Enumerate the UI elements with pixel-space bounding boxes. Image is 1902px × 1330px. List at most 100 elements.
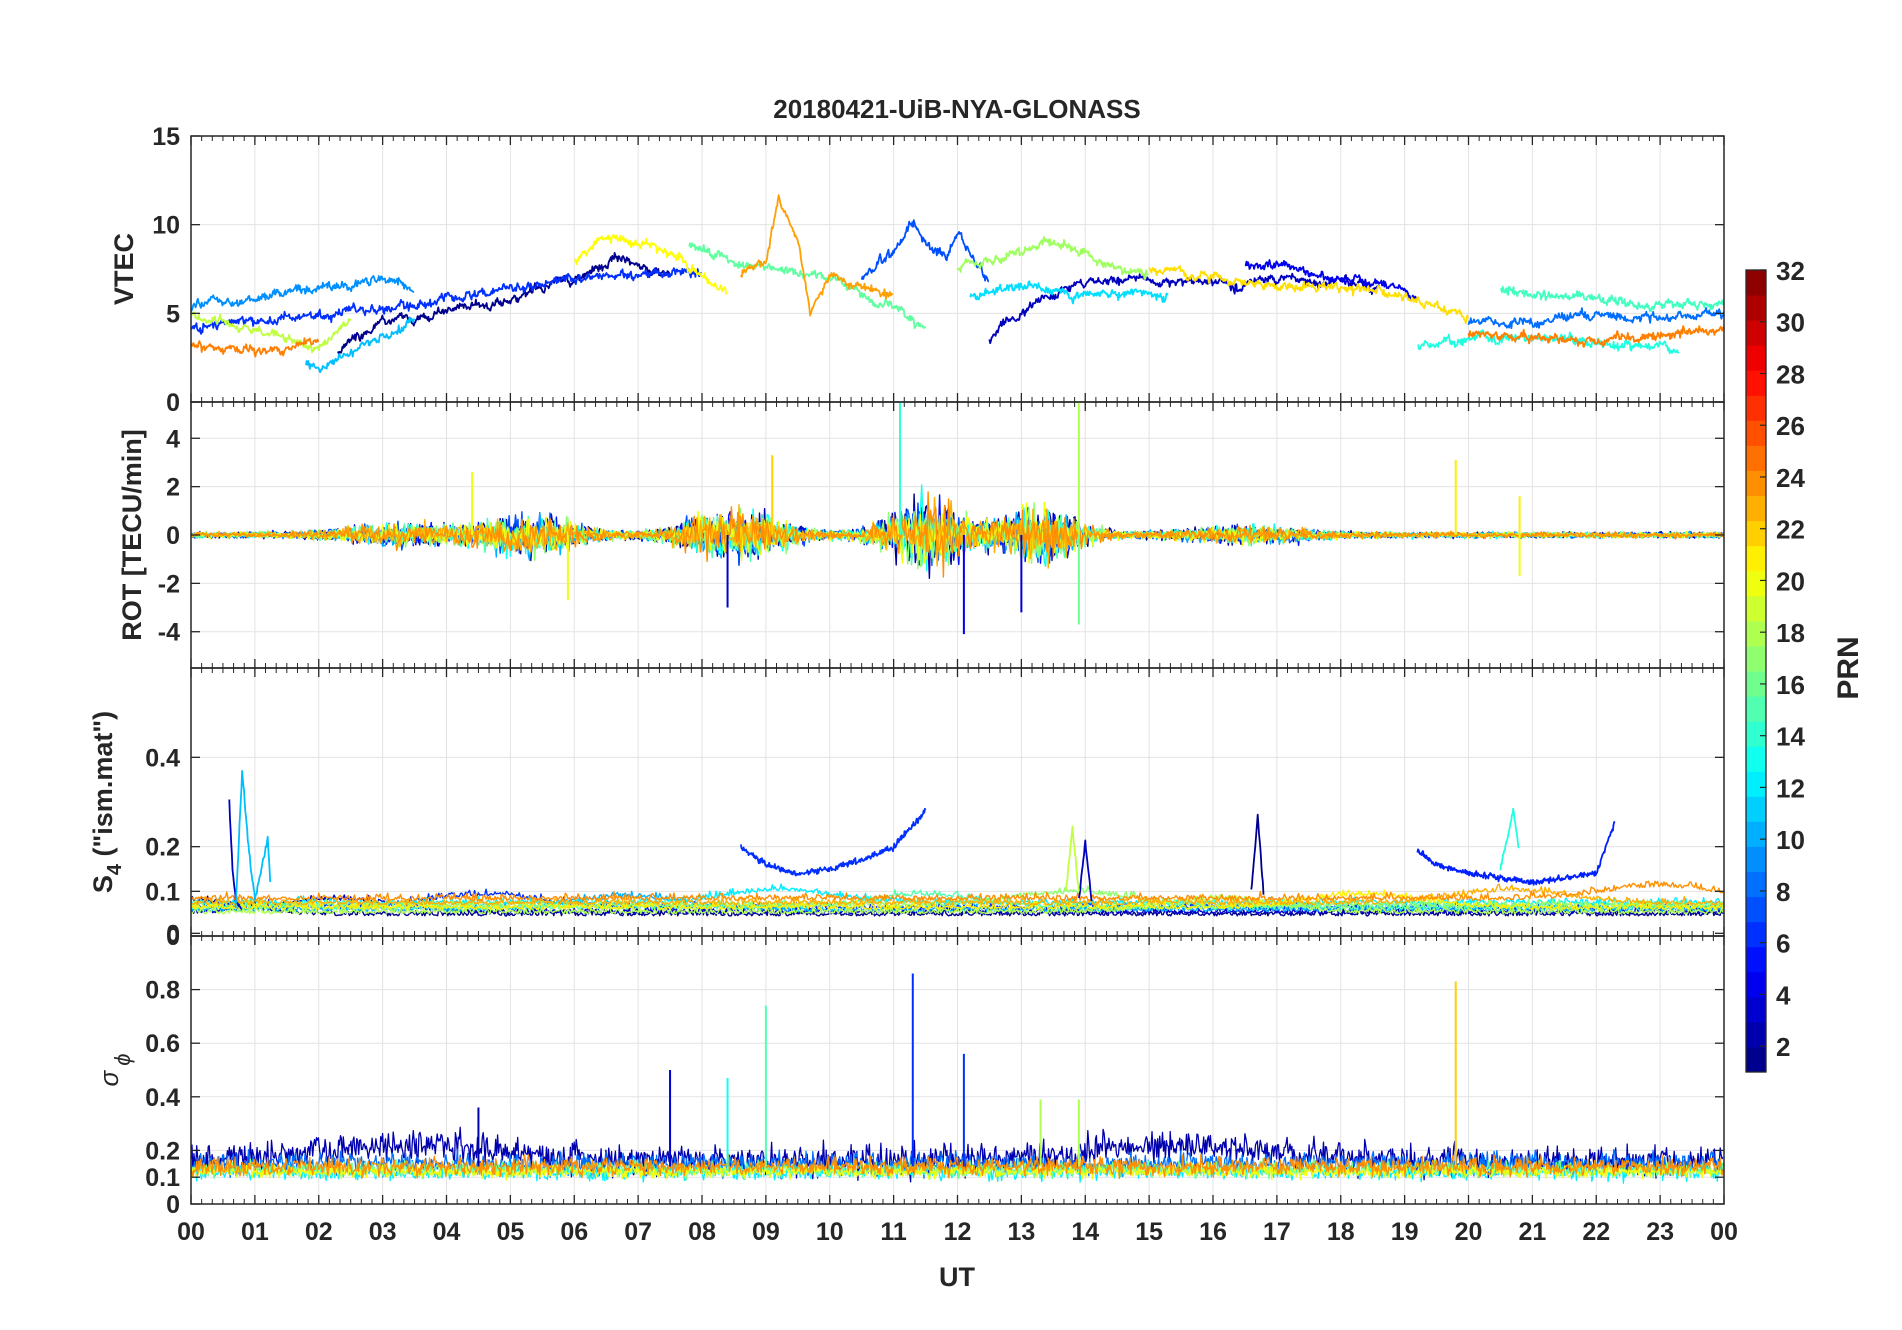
vtec-series-prn-7: [1467, 306, 1724, 330]
ylabel-s4-main: S: [88, 875, 118, 893]
chart-title: 20180421-UiB-NYA-GLONASS: [773, 94, 1141, 124]
vtec-series-prn-3: [1244, 259, 1418, 302]
x-tick-label: 14: [1071, 1218, 1099, 1246]
colorbar-cell: [1746, 971, 1766, 998]
x-tick-label: 16: [1199, 1218, 1227, 1246]
vtec-series-prn-14: [1499, 285, 1724, 312]
colorbar-cell: [1746, 370, 1766, 396]
panel-rot: -4 -2 0 2 4 ROT [TECU/min]: [117, 401, 1725, 669]
y-tick-label: 0.1: [145, 878, 180, 906]
x-tick-label: 21: [1518, 1218, 1546, 1246]
s4-series-prn-23: [191, 883, 1724, 906]
colorbar-tick-label: 30: [1776, 308, 1805, 338]
s4-feature-prn-1: [1250, 813, 1265, 895]
colorbar-cell: [1746, 1046, 1766, 1073]
vtec-series-prn-13: [1417, 329, 1680, 355]
x-tick-labels: 00 01 02 03 04 05 06 07 08 09 10 11 12 13 14 15 16 17 18 19…: [177, 1218, 1738, 1246]
x-tick-label: 08: [688, 1218, 716, 1246]
x-axis-label: UT: [939, 1262, 975, 1292]
y-tick-label: 0: [166, 923, 180, 951]
x-tick-label: 22: [1582, 1218, 1610, 1246]
y-tick-label: 0.8: [145, 977, 180, 1005]
colorbar-cell: [1746, 470, 1766, 497]
colorbar-tick-label: 6: [1776, 929, 1790, 959]
ylabel-s4: S4 ("ism.mat"): [88, 711, 126, 893]
s4-feature-prn-4: [1416, 820, 1616, 886]
colorbar-tick-label: 16: [1776, 670, 1805, 700]
colorbar-cell: [1746, 871, 1766, 898]
sigma-series-prn-24: [191, 1153, 1724, 1180]
vtec-series-prn-21: [1148, 265, 1469, 325]
colorbar-cell: [1746, 345, 1766, 371]
y-tick-label: 0.4: [145, 744, 180, 772]
colorbar-cell: [1746, 495, 1766, 522]
colorbar-cell: [1746, 696, 1766, 722]
vtec-series-prn-20: [574, 234, 728, 295]
x-tick-label: 10: [816, 1218, 844, 1246]
x-tick-label: 00: [177, 1218, 205, 1246]
ylabel-s4-rest: ("ism.mat"): [88, 711, 118, 864]
x-tick-label: 07: [624, 1218, 652, 1246]
colorbar-tick-label: 2: [1776, 1032, 1790, 1062]
vtec-series-prn-5: [191, 267, 703, 335]
colorbar-cell: [1746, 570, 1766, 597]
y-tick-label: 15: [152, 123, 180, 151]
panel-vtec: 0 5 10 15 VTEC: [109, 123, 1725, 417]
colorbar-cell: [1746, 320, 1766, 346]
colorbar-cell: [1746, 270, 1766, 296]
colorbar-tick-label: 12: [1776, 773, 1805, 803]
x-tick-label: 19: [1391, 1218, 1419, 1246]
y-tick-label: 0: [166, 1191, 180, 1219]
s4-series-prn-24: [191, 880, 1724, 901]
colorbar-frame: [1745, 269, 1767, 1073]
vtec-series-prn-6: [860, 219, 990, 283]
y-tick-label: 0: [166, 389, 180, 417]
ylabel-sigma-main: σ: [94, 1069, 124, 1086]
ylabel-sigma-phi: σϕ: [94, 1054, 135, 1087]
rot-series-prn-17: [191, 502, 1724, 570]
vtec-series-prn-15: [688, 242, 927, 330]
vtec-series-prn-18: [191, 311, 352, 354]
vtec-series-prn-8: [191, 275, 415, 312]
colorbar-tick-label: 32: [1776, 256, 1805, 286]
y-tick-label: 2: [166, 474, 180, 502]
colorbar-cell: [1746, 520, 1766, 547]
x-tick-label: 15: [1135, 1218, 1163, 1246]
colorbar-cell: [1746, 771, 1766, 797]
y-tick-label: 0.2: [145, 834, 180, 862]
colorbar-tick-label: 4: [1776, 980, 1791, 1010]
colorbar-cell: [1746, 1021, 1766, 1048]
colorbar-cell: [1746, 595, 1766, 622]
y-tick-label: 0: [166, 522, 180, 550]
colorbar-cell: [1746, 620, 1766, 647]
ylabel-rot: ROT [TECU/min]: [117, 429, 147, 640]
x-tick-label: 02: [305, 1218, 333, 1246]
x-tick-label: 11: [880, 1218, 907, 1246]
s4-feature-prn-18: [1065, 825, 1080, 892]
y-tick-label: 0.1: [145, 1164, 180, 1192]
colorbar-tick-label: 10: [1776, 825, 1805, 855]
s4-feature-prn-10: [234, 770, 272, 908]
colorbar-cell: [1746, 946, 1766, 973]
y-tick-label: 5: [166, 300, 180, 328]
colorbar-tick-label: 14: [1776, 722, 1805, 752]
colorbar-tick-label: 24: [1776, 463, 1805, 493]
colorbar-cell: [1746, 395, 1766, 421]
colorbar-label: PRN: [1832, 636, 1865, 699]
x-tick-label: 01: [241, 1218, 269, 1246]
y-tick-label: 0: [166, 920, 180, 948]
s4-feature-prn-5: [740, 807, 927, 877]
panel-sigma-phi: 00.10.2 0.4 0.6 0.8 σϕ: [94, 935, 1725, 1219]
y-tick-label: -2: [158, 570, 180, 598]
x-tick-label: 18: [1327, 1218, 1355, 1246]
vtec-series-prn-17: [956, 236, 1149, 280]
colorbar-cell: [1746, 996, 1766, 1023]
x-tick-label: 06: [560, 1218, 588, 1246]
colorbar-cell: [1746, 671, 1766, 697]
rot-series-prn-24: [191, 491, 1724, 578]
colorbar-tick-label: 8: [1776, 877, 1790, 907]
x-tick-label: 17: [1263, 1218, 1291, 1246]
colorbar-tick-label: 26: [1776, 411, 1805, 441]
